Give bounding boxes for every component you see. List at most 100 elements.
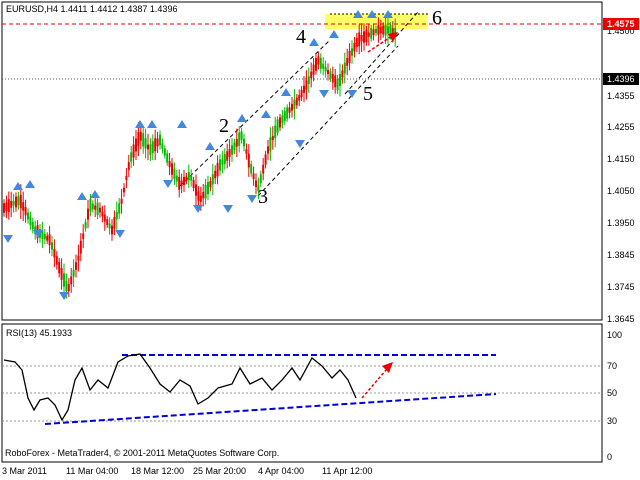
candle-body: [322, 63, 325, 69]
candle-body: [274, 125, 277, 139]
price-tick-label: 1.3845: [607, 250, 635, 260]
fractal-marker: [90, 190, 100, 198]
candle-body: [377, 25, 380, 35]
candle-body: [156, 138, 159, 147]
candle-body: [346, 58, 349, 66]
candle-body: [247, 153, 250, 168]
fractal-marker: [163, 180, 173, 188]
candle-body: [243, 138, 245, 147]
candle-body: [113, 217, 116, 229]
price-tick-label: 1.4500: [607, 26, 635, 36]
candle-body: [262, 164, 265, 174]
main-price-pane[interactable]: [1, 1, 603, 321]
candle-body: [329, 71, 332, 79]
candle-body: [235, 138, 238, 147]
time-tick-label: 3 Mar 2011: [2, 466, 47, 476]
fractal-marker: [223, 205, 233, 213]
candle-body: [267, 146, 269, 154]
candle-body: [178, 176, 181, 190]
candle-body: [286, 107, 289, 119]
candle-body: [360, 34, 363, 42]
candle-body: [271, 135, 274, 141]
candle-body: [77, 255, 80, 261]
rsi-level-label: 0: [607, 452, 612, 462]
candle-body: [15, 196, 17, 208]
wave-label-2: 2: [219, 115, 229, 137]
candle-body: [382, 25, 385, 35]
candle-body: [293, 99, 296, 109]
candle-body: [384, 24, 387, 36]
candle-body: [17, 196, 20, 206]
current-price-value: 1.4396: [607, 74, 635, 84]
candle-body: [7, 199, 10, 212]
candle-body: [317, 56, 320, 65]
candle-body: [355, 37, 358, 47]
candle-body: [310, 71, 313, 79]
rsi-level-label: 100: [607, 330, 622, 340]
candle-body: [312, 64, 315, 75]
price-target-arrow: [367, 32, 398, 53]
fractal-marker: [353, 10, 363, 18]
fractal-marker: [309, 38, 319, 46]
candle-body: [307, 76, 310, 85]
candlestick-series: [3, 15, 397, 299]
wave-label-4: 4: [296, 26, 306, 48]
candle-body: [365, 29, 368, 43]
candle-body: [240, 131, 243, 140]
candle-body: [305, 80, 308, 90]
candle-body: [341, 70, 344, 78]
candle-body: [161, 143, 164, 149]
candle-body: [137, 132, 140, 146]
candle-body: [252, 173, 255, 180]
candle-body: [353, 42, 356, 52]
candle-body: [204, 184, 207, 199]
candle-body: [29, 216, 32, 226]
price-tick-label: 1.4150: [607, 154, 635, 164]
chart-title: EURUSD,H4 1.4411 1.4412 1.4387 1.4396: [6, 4, 177, 14]
candle-body: [27, 212, 29, 220]
candle-body: [101, 211, 104, 217]
price-tick-label: 1.3745: [607, 282, 635, 292]
candle-body: [139, 131, 142, 141]
candle-body: [192, 180, 195, 188]
candle-body: [211, 174, 214, 185]
fractal-marker: [13, 182, 23, 190]
candle-body: [127, 162, 130, 170]
trend-channel: [179, 11, 430, 197]
fractal-marker: [33, 230, 43, 238]
wave-label-3: 3: [258, 186, 268, 208]
candle-body: [228, 149, 231, 157]
candle-body: [87, 208, 89, 220]
candle-body: [216, 163, 219, 177]
candle-body: [238, 132, 241, 146]
candle-body: [331, 74, 334, 83]
candle-body: [375, 28, 377, 34]
candle-body: [209, 181, 212, 188]
price-tick-label: 1.4050: [607, 186, 635, 196]
candle-body: [183, 176, 185, 186]
candle-body: [351, 48, 353, 56]
current-price-tag: [603, 73, 639, 85]
rsi-line: [3, 353, 357, 422]
fractal-marker: [237, 114, 247, 122]
candle-body: [103, 214, 106, 222]
candle-body: [10, 200, 13, 208]
candle-body: [219, 159, 221, 171]
candle-body: [65, 280, 68, 292]
footer-copyright: RoboForex - MetaTrader4, © 2001-2011 Met…: [5, 448, 279, 458]
fractal-marker: [261, 110, 271, 118]
candle-body: [343, 62, 346, 74]
candle-body: [279, 117, 281, 128]
target-price-value: 1.4575: [607, 19, 635, 29]
candle-body: [89, 198, 92, 212]
candle-body: [135, 138, 137, 152]
candle-body: [185, 176, 188, 181]
candle-body: [195, 184, 197, 196]
candle-body: [106, 219, 109, 225]
candle-body: [154, 138, 157, 152]
target-price-tag: [603, 18, 639, 30]
candle-body: [46, 235, 49, 241]
rsi-title: RSI(13) 45.1933: [6, 328, 72, 338]
candle-body: [75, 262, 77, 270]
